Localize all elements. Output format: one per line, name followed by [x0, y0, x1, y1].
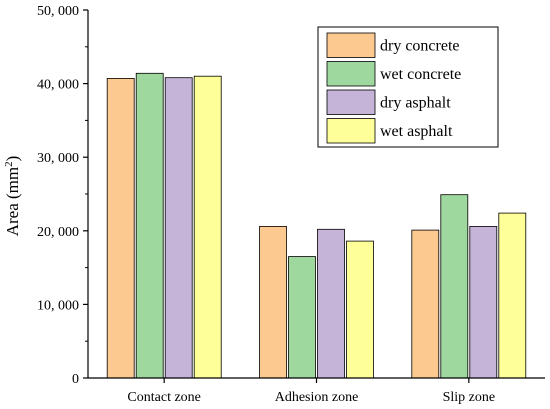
- legend-label: dry concrete: [380, 37, 460, 54]
- legend-label: wet concrete: [380, 66, 461, 83]
- y-tick-label: 20, 000: [37, 225, 79, 240]
- bar-wet-concrete-slip-zone: [440, 194, 469, 379]
- bar-wet-asphalt-contact-zone: [193, 75, 222, 379]
- bar-dry-concrete-slip-zone: [411, 229, 440, 379]
- axes-group: 0 10, 000 20, 000 30, 000 40, 000 50, 000 Cont…: [37, 4, 545, 405]
- bar-dry-asphalt-contact-zone: [164, 77, 193, 379]
- legend-label: dry asphalt: [380, 94, 451, 111]
- legend-swatch: [326, 89, 376, 115]
- bar-wet-concrete-contact-zone: [135, 72, 164, 379]
- bar-dry-concrete-adhesion-zone: [259, 225, 287, 379]
- y-tick-label: 10, 000: [37, 298, 79, 313]
- y-tick-label: 40, 000: [37, 78, 79, 93]
- bar-dry-concrete-contact-zone: [106, 78, 135, 379]
- x-tick-label: Slip zone: [443, 390, 496, 405]
- legend-label: wet asphalt: [380, 123, 453, 140]
- x-tick-label: Contact zone: [127, 390, 200, 405]
- y-tick-label: 30, 000: [37, 151, 79, 166]
- legend-swatch: [326, 32, 376, 58]
- bars-group: [106, 72, 527, 379]
- bar-wet-concrete-adhesion-zone: [288, 256, 316, 379]
- y-tick-label: 0: [72, 372, 79, 387]
- bar-wet-asphalt-adhesion-zone: [346, 240, 374, 379]
- legend-swatch: [326, 118, 376, 144]
- bar-dry-asphalt-slip-zone: [469, 225, 498, 379]
- y-axis-title: Area (mm2): [3, 156, 22, 237]
- bar-dry-asphalt-adhesion-zone: [317, 228, 345, 379]
- legend-swatch: [326, 61, 376, 87]
- x-tick-label: Adhesion zone: [275, 390, 359, 405]
- bar-wet-asphalt-slip-zone: [498, 212, 527, 379]
- legend: dry concrete wet concrete dry asphalt wet a…: [317, 26, 499, 148]
- y-tick-label: 50, 000: [37, 4, 79, 19]
